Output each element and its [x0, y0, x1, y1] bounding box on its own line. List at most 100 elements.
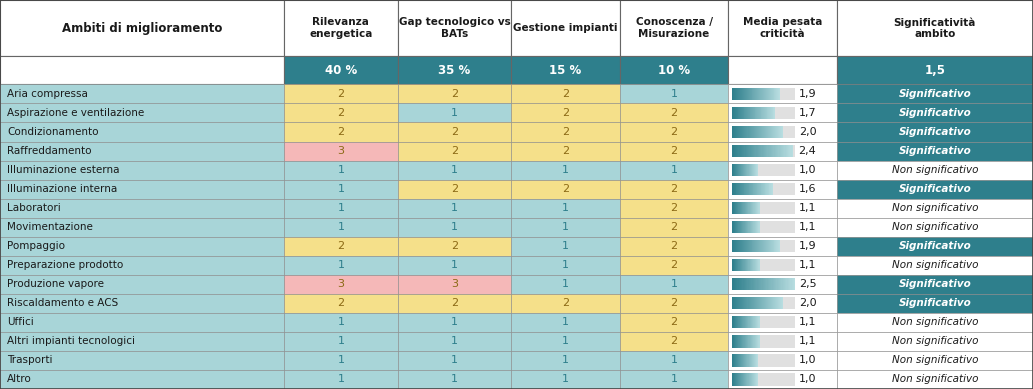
Bar: [745, 145, 746, 157]
Bar: [732, 373, 795, 385]
Text: 2: 2: [451, 241, 458, 251]
Bar: [777, 278, 778, 291]
Text: 2: 2: [670, 241, 678, 251]
Bar: [620, 351, 728, 370]
Bar: [284, 370, 398, 389]
Bar: [398, 237, 511, 256]
Bar: [757, 278, 759, 291]
Text: 10 %: 10 %: [658, 64, 690, 77]
Text: 2: 2: [670, 184, 678, 194]
Bar: [398, 332, 511, 351]
Bar: [776, 145, 777, 157]
Bar: [768, 145, 769, 157]
Bar: [0, 313, 284, 332]
Text: Preparazione prodotto: Preparazione prodotto: [7, 260, 124, 270]
Bar: [753, 145, 754, 157]
Text: 1,1: 1,1: [799, 317, 816, 328]
Bar: [778, 278, 779, 291]
Bar: [398, 84, 511, 103]
Bar: [770, 145, 771, 157]
Bar: [837, 218, 1033, 237]
Bar: [739, 145, 740, 157]
Bar: [284, 313, 398, 332]
Bar: [728, 275, 837, 294]
Bar: [769, 145, 770, 157]
Bar: [732, 145, 733, 157]
Text: 2: 2: [451, 184, 458, 194]
Bar: [620, 199, 728, 218]
Bar: [511, 370, 620, 389]
Bar: [749, 145, 751, 157]
Bar: [780, 145, 781, 157]
Bar: [0, 0, 284, 56]
Bar: [741, 145, 742, 157]
Bar: [837, 142, 1033, 161]
Bar: [511, 180, 620, 199]
Text: 2: 2: [451, 89, 458, 99]
Text: Significativo: Significativo: [899, 184, 971, 194]
Bar: [837, 103, 1033, 123]
Bar: [620, 180, 728, 199]
Bar: [284, 142, 398, 161]
Bar: [734, 145, 737, 157]
Text: Gestione impianti: Gestione impianti: [513, 23, 618, 33]
Bar: [728, 294, 837, 313]
Bar: [511, 218, 620, 237]
Text: 1: 1: [451, 317, 458, 328]
Text: 1: 1: [451, 260, 458, 270]
Bar: [740, 278, 742, 291]
Text: 2: 2: [670, 108, 678, 118]
Bar: [771, 278, 772, 291]
Text: 2: 2: [670, 260, 678, 270]
Bar: [728, 180, 837, 199]
Text: 3: 3: [451, 279, 458, 289]
Bar: [728, 256, 837, 275]
Bar: [728, 123, 837, 142]
Bar: [837, 56, 1033, 84]
Bar: [786, 278, 788, 291]
Bar: [791, 278, 792, 291]
Bar: [765, 278, 766, 291]
Text: 1,1: 1,1: [799, 260, 816, 270]
Bar: [732, 145, 795, 157]
Text: 2: 2: [562, 89, 569, 99]
Bar: [837, 313, 1033, 332]
Bar: [782, 145, 783, 157]
Bar: [754, 145, 755, 157]
Bar: [511, 294, 620, 313]
Bar: [284, 161, 398, 180]
Bar: [284, 237, 398, 256]
Bar: [511, 103, 620, 123]
Bar: [732, 278, 733, 291]
Bar: [734, 278, 737, 291]
Bar: [620, 161, 728, 180]
Bar: [837, 237, 1033, 256]
Bar: [398, 313, 511, 332]
Bar: [744, 278, 745, 291]
Text: 1: 1: [562, 375, 569, 384]
Text: 35 %: 35 %: [438, 64, 471, 77]
Bar: [398, 180, 511, 199]
Bar: [732, 354, 795, 366]
Text: Non significativo: Non significativo: [891, 203, 978, 213]
Text: 1: 1: [451, 108, 458, 118]
Bar: [837, 275, 1033, 294]
Bar: [754, 278, 755, 291]
Text: 2: 2: [562, 108, 569, 118]
Text: 1: 1: [562, 203, 569, 213]
Bar: [0, 351, 284, 370]
Text: 2: 2: [338, 241, 344, 251]
Text: Significativo: Significativo: [899, 89, 971, 99]
Bar: [733, 278, 734, 291]
Bar: [0, 332, 284, 351]
Text: 2,0: 2,0: [799, 127, 816, 137]
Text: 1: 1: [451, 375, 458, 384]
Bar: [398, 199, 511, 218]
Bar: [728, 56, 837, 84]
Bar: [511, 237, 620, 256]
Bar: [284, 351, 398, 370]
Bar: [751, 278, 752, 291]
Bar: [398, 56, 511, 84]
Text: Ambiti di miglioramento: Ambiti di miglioramento: [62, 22, 222, 35]
Bar: [284, 294, 398, 313]
